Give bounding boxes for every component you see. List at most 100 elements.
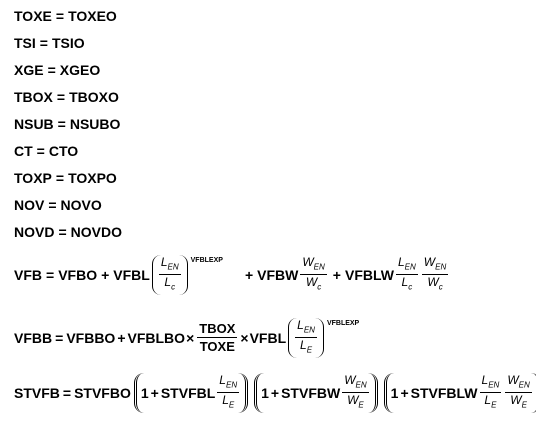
simple-equation: NOVD = NOVDO bbox=[14, 224, 122, 240]
fraction-denominator-sub: c bbox=[171, 282, 176, 292]
vfbb-fraction-tbox-toxe: TBOX TOXE bbox=[197, 321, 238, 354]
times-sign: × bbox=[240, 329, 249, 346]
equation-rhs: TOXEO bbox=[68, 8, 117, 24]
equation-rhs: TSIO bbox=[51, 35, 85, 51]
stvfb-fraction-len-le-2: LEN LE bbox=[479, 373, 502, 412]
equation-lhs: CT bbox=[14, 143, 33, 159]
equals-sign: = bbox=[62, 384, 72, 401]
fraction-numerator-sub: EN bbox=[404, 262, 416, 272]
equals-sign: = bbox=[58, 224, 67, 240]
fraction-numerator-sub: EN bbox=[488, 380, 500, 390]
fraction-numerator-sub: EN bbox=[303, 325, 315, 335]
simple-equation: TSI = TSIO bbox=[14, 35, 85, 51]
equation-rhs: CTO bbox=[48, 143, 79, 159]
stvfb-term-stvfbo: STVFBO bbox=[74, 384, 131, 401]
equals-sign: = bbox=[55, 8, 65, 24]
stvfb-paren-group-2: 1 + STVFBW WEN WE bbox=[254, 373, 378, 413]
fraction-numerator-sub: EN bbox=[435, 262, 447, 272]
times-sign: × bbox=[186, 329, 195, 346]
equals-sign: = bbox=[46, 266, 55, 283]
simple-equation: NOV = NOVO bbox=[14, 197, 102, 213]
equation-rhs: XGEO bbox=[59, 62, 101, 78]
equation-lhs: NOV bbox=[14, 197, 45, 213]
simple-equation: TOXP = TOXPO bbox=[14, 170, 117, 186]
stvfb-fraction-wen-we: WEN WE bbox=[342, 373, 369, 412]
vfbb-fraction-len-le: LEN LE bbox=[295, 319, 317, 357]
equals-sign: = bbox=[55, 329, 64, 346]
equation-lhs: TOXE bbox=[14, 8, 52, 24]
fraction-numerator-sub: EN bbox=[313, 262, 325, 272]
fraction-numerator: W bbox=[344, 373, 356, 387]
fraction-denominator-sub: E bbox=[521, 400, 527, 410]
vfb-paren-group: LEN Lc bbox=[151, 255, 188, 295]
vfbb-paren-group: LEN LE bbox=[288, 318, 324, 358]
plus-sign: + bbox=[101, 266, 110, 283]
stvfb-equation: STVFB = STVFBO 1 + STVFBL LEN LE 1 + STV… bbox=[14, 373, 536, 413]
fraction-denominator-sub: E bbox=[358, 400, 364, 410]
stvfb-lhs: STVFB bbox=[14, 384, 60, 401]
equals-sign: = bbox=[55, 170, 65, 186]
stvfb-paren-group-1: 1 + STVFBL LEN LE bbox=[133, 373, 249, 413]
equation-rhs: NOVDO bbox=[70, 224, 122, 240]
fraction-denominator: W bbox=[427, 275, 439, 290]
one: 1 bbox=[390, 384, 399, 401]
vfbb-lhs: VFBB bbox=[14, 329, 53, 346]
stvfb-paren-group-3: 1 + STVFBLW LEN LE WEN WE bbox=[383, 373, 536, 413]
one: 1 bbox=[140, 384, 149, 401]
stvfb-fraction-wen-we-2: WEN WE bbox=[505, 373, 532, 412]
equation-rhs: NOVO bbox=[60, 197, 102, 213]
plus-sign: + bbox=[400, 384, 409, 401]
vfbb-equation: VFBB = VFBBO + VFBLBO × TBOX TOXE × VFBL… bbox=[14, 318, 359, 358]
fraction-numerator: W bbox=[507, 373, 519, 387]
fraction-numerator: L bbox=[297, 318, 304, 332]
vfbb-exponent: VFBLEXP bbox=[326, 320, 360, 328]
fraction-numerator-sub: EN bbox=[225, 380, 238, 390]
fraction-numerator: W bbox=[423, 255, 436, 269]
equation-rhs: TBOXO bbox=[69, 89, 119, 105]
equation-lhs: NOVD bbox=[14, 224, 55, 240]
simple-equation: NSUB = NSUBO bbox=[14, 116, 120, 132]
fraction-denominator: L bbox=[300, 338, 307, 353]
fraction-denominator-sub: c bbox=[408, 282, 413, 292]
vfb-lhs: VFB bbox=[14, 266, 42, 283]
fraction-denominator: L bbox=[164, 275, 172, 290]
vfb-exponent: VFBLEXP bbox=[190, 257, 223, 265]
plus-sign: + bbox=[244, 266, 254, 283]
vfbb-term-vfbbo: VFBBO bbox=[66, 329, 116, 346]
fraction-denominator-sub: c bbox=[317, 282, 322, 292]
equation-rhs: TOXPO bbox=[68, 170, 117, 186]
vfbb-term-vfblbo: VFBLBO bbox=[127, 329, 186, 346]
equals-sign: = bbox=[48, 197, 57, 213]
vfb-equation: VFB = VFBO + VFBL LEN Lc VFBLEXP + VFBW … bbox=[14, 255, 450, 295]
fraction-numerator: W bbox=[302, 255, 314, 269]
equals-sign: = bbox=[39, 35, 48, 51]
fraction-numerator: L bbox=[160, 255, 168, 269]
simple-equation: XGE = XGEO bbox=[14, 62, 100, 78]
stvfb-term-stvfbw: STVFBW bbox=[281, 384, 341, 401]
vfb-term-vfbw: VFBW bbox=[257, 266, 299, 283]
fraction-numerator-sub: EN bbox=[167, 262, 179, 272]
fraction-numerator-sub: EN bbox=[518, 380, 530, 390]
fraction-denominator-sub: E bbox=[228, 400, 235, 410]
plus-sign: + bbox=[332, 266, 341, 283]
vfb-fraction-len-lc-2: LEN Lc bbox=[395, 256, 418, 294]
equation-lhs: NSUB bbox=[14, 116, 54, 132]
fraction-denominator: W bbox=[305, 275, 318, 290]
equation-lhs: XGE bbox=[14, 62, 44, 78]
equation-rhs: NSUBO bbox=[69, 116, 121, 132]
vfb-term-vfblw: VFBLW bbox=[344, 266, 394, 283]
stvfb-term-stvfbl: STVFBL bbox=[160, 384, 216, 401]
vfb-fraction-wen-wc: WEN Wc bbox=[300, 255, 327, 294]
vfb-term-vfbo: VFBO bbox=[58, 266, 98, 283]
equals-sign: = bbox=[47, 62, 56, 78]
fraction-denominator: W bbox=[510, 393, 522, 408]
plus-sign: + bbox=[150, 384, 159, 401]
fraction-denominator-sub: E bbox=[306, 345, 313, 355]
fraction-numerator-sub: EN bbox=[355, 380, 367, 390]
simple-equation: TOXE = TOXEO bbox=[14, 8, 117, 24]
fraction-numerator: L bbox=[219, 373, 226, 387]
fraction-denominator-sub: c bbox=[438, 282, 443, 292]
fraction-denominator: L bbox=[222, 393, 229, 408]
fraction-numerator: L bbox=[481, 373, 489, 387]
equals-sign: = bbox=[57, 116, 66, 132]
